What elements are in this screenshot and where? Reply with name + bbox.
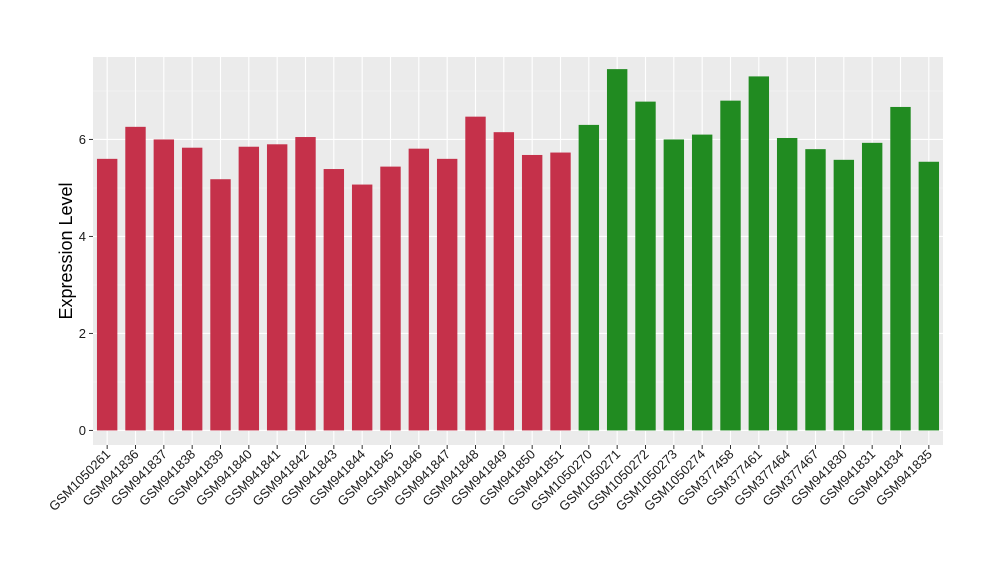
bar-GSM941840: [238, 146, 260, 431]
bars: [96, 69, 940, 431]
bar-GSM941830: [833, 159, 855, 431]
y-tick-label: 4: [79, 229, 86, 244]
bar-GSM941831: [861, 142, 883, 431]
bar-GSM941851: [550, 152, 571, 431]
y-tick-label: 0: [79, 423, 86, 438]
bar-GSM941835: [918, 161, 940, 431]
bar-GSM941844: [351, 184, 373, 431]
bar-GSM1050261: [96, 158, 118, 431]
bar-GSM941841: [266, 144, 288, 431]
bar-GSM941834: [890, 106, 911, 431]
bar-GSM941848: [465, 116, 486, 431]
bar-GSM941838: [181, 147, 203, 431]
bar-GSM941842: [295, 137, 316, 431]
bar-GSM377461: [748, 76, 770, 431]
y-tick-label: 6: [79, 132, 86, 147]
bar-GSM1050273: [663, 139, 685, 431]
bar-GSM1050272: [635, 101, 656, 431]
bar-GSM941843: [323, 169, 345, 431]
plot-panel: [93, 57, 943, 445]
bar-GSM941836: [125, 126, 146, 431]
bar-GSM941846: [408, 148, 430, 431]
bar-GSM1050271: [606, 69, 628, 431]
bar-GSM941845: [380, 166, 401, 431]
bar-GSM941849: [493, 132, 515, 431]
bar-GSM941850: [521, 154, 543, 431]
bar-GSM941837: [153, 139, 175, 431]
bar-GSM941847: [436, 158, 458, 431]
bar-GSM1050270: [578, 124, 600, 431]
bar-GSM377458: [720, 100, 741, 431]
bar-GSM377464: [776, 137, 798, 431]
bar-GSM1050274: [691, 134, 713, 431]
y-tick-label: 2: [79, 326, 86, 341]
bar-GSM941839: [210, 179, 231, 431]
y-axis-title: Expression Level: [56, 182, 76, 319]
y-axis: 0 2 4 6: [79, 132, 93, 438]
bar-GSM377467: [805, 149, 826, 431]
x-axis: GSM1050261GSM941836GSM941837GSM941838GSM…: [46, 445, 935, 514]
